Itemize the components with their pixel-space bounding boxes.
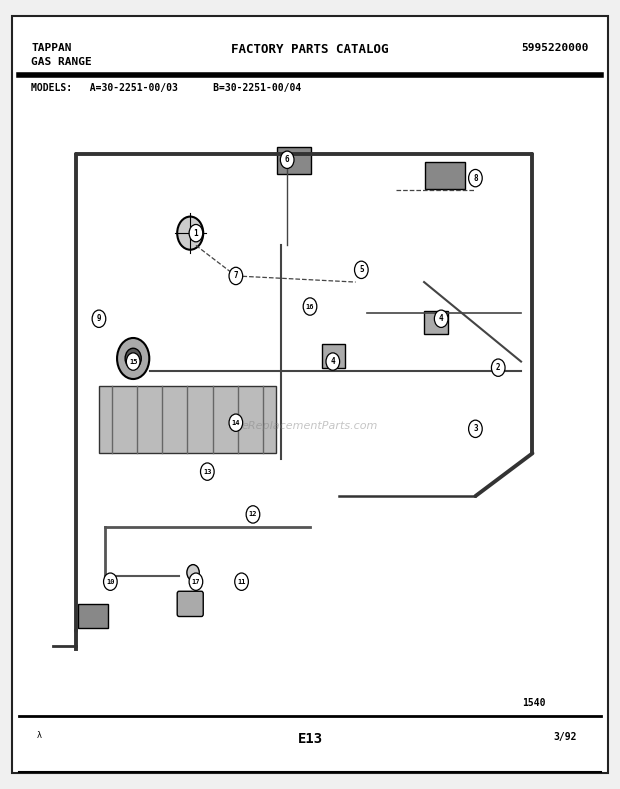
Circle shape bbox=[326, 353, 340, 370]
Circle shape bbox=[229, 414, 242, 432]
Circle shape bbox=[189, 225, 203, 242]
FancyBboxPatch shape bbox=[177, 591, 203, 616]
Text: 5: 5 bbox=[359, 265, 364, 275]
Text: 15: 15 bbox=[129, 358, 138, 365]
Text: 16: 16 bbox=[306, 304, 314, 309]
Bar bbox=[78, 604, 107, 628]
Text: 8: 8 bbox=[473, 174, 478, 182]
Text: 7: 7 bbox=[234, 271, 238, 280]
Bar bbox=[425, 163, 466, 189]
Text: 14: 14 bbox=[232, 420, 240, 426]
Text: 9: 9 bbox=[97, 314, 101, 323]
Circle shape bbox=[229, 267, 242, 285]
Circle shape bbox=[492, 359, 505, 376]
Text: E13: E13 bbox=[298, 732, 322, 746]
Text: 3/92: 3/92 bbox=[553, 732, 577, 742]
Bar bbox=[322, 344, 345, 368]
Circle shape bbox=[92, 310, 106, 327]
Text: 10: 10 bbox=[106, 578, 115, 585]
Circle shape bbox=[469, 421, 482, 438]
Circle shape bbox=[469, 170, 482, 187]
Circle shape bbox=[235, 573, 249, 590]
Text: 11: 11 bbox=[237, 578, 246, 585]
Text: 1: 1 bbox=[193, 229, 198, 237]
Circle shape bbox=[200, 463, 214, 481]
Text: 13: 13 bbox=[203, 469, 211, 475]
Circle shape bbox=[126, 353, 140, 370]
Text: 17: 17 bbox=[192, 578, 200, 585]
Text: 2: 2 bbox=[496, 363, 500, 372]
Circle shape bbox=[187, 565, 199, 581]
Circle shape bbox=[435, 310, 448, 327]
Text: 6: 6 bbox=[285, 155, 290, 164]
Circle shape bbox=[303, 297, 317, 315]
Text: 4: 4 bbox=[330, 357, 335, 366]
Circle shape bbox=[117, 338, 149, 379]
Circle shape bbox=[355, 261, 368, 279]
Text: TAPPAN: TAPPAN bbox=[31, 43, 71, 54]
Text: 5995220000: 5995220000 bbox=[521, 43, 589, 54]
Bar bbox=[424, 311, 448, 335]
Bar bbox=[277, 148, 311, 174]
Text: 1540: 1540 bbox=[522, 698, 546, 709]
Text: 3: 3 bbox=[473, 424, 478, 433]
Circle shape bbox=[104, 573, 117, 590]
Text: λ: λ bbox=[37, 731, 42, 739]
Text: FACTORY PARTS CATALOG: FACTORY PARTS CATALOG bbox=[231, 43, 389, 56]
Circle shape bbox=[246, 506, 260, 523]
Text: 4: 4 bbox=[439, 314, 443, 323]
Text: 12: 12 bbox=[249, 511, 257, 518]
Text: GAS RANGE: GAS RANGE bbox=[31, 57, 92, 67]
Text: eReplacementParts.com: eReplacementParts.com bbox=[242, 421, 378, 431]
Text: MODELS:   A=30-2251-00/03      B=30-2251-00/04: MODELS: A=30-2251-00/03 B=30-2251-00/04 bbox=[31, 83, 301, 93]
Circle shape bbox=[125, 348, 141, 368]
Circle shape bbox=[280, 151, 294, 169]
Bar bbox=[99, 386, 276, 453]
Circle shape bbox=[177, 217, 203, 249]
Circle shape bbox=[189, 573, 203, 590]
